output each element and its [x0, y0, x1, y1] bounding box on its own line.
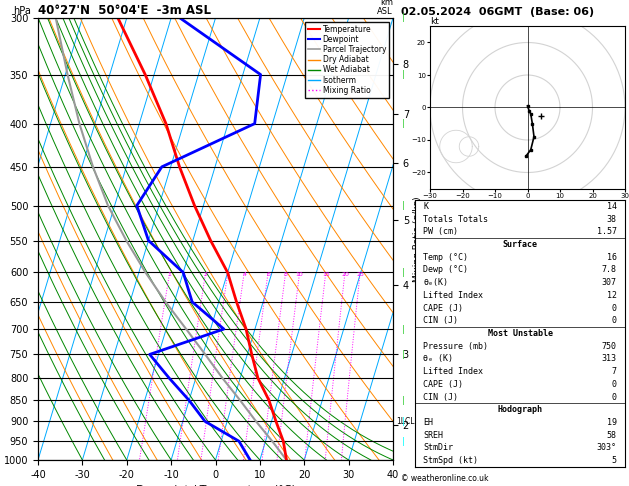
Legend: Temperature, Dewpoint, Parcel Trajectory, Dry Adiabat, Wet Adiabat, Isotherm, Mi: Temperature, Dewpoint, Parcel Trajectory…: [305, 22, 389, 98]
Text: K: K: [423, 202, 428, 211]
Text: 16: 16: [606, 253, 616, 262]
Text: 7: 7: [611, 367, 616, 376]
Text: PW (cm): PW (cm): [423, 227, 459, 236]
Text: |: |: [401, 396, 404, 405]
Text: 02.05.2024  06GMT  (Base: 06): 02.05.2024 06GMT (Base: 06): [401, 7, 594, 17]
Text: © weatheronline.co.uk: © weatheronline.co.uk: [401, 474, 489, 483]
Text: 7.8: 7.8: [601, 265, 616, 275]
Text: 0: 0: [611, 380, 616, 389]
Text: 19: 19: [606, 418, 616, 427]
Text: 0: 0: [611, 393, 616, 401]
Text: km
ASL: km ASL: [377, 0, 393, 16]
Text: 6: 6: [266, 273, 270, 278]
Text: Surface: Surface: [503, 240, 538, 249]
Text: |: |: [401, 14, 404, 22]
Text: 25: 25: [356, 273, 364, 278]
Text: Most Unstable: Most Unstable: [487, 329, 552, 338]
Text: 1.57: 1.57: [596, 227, 616, 236]
Text: kt: kt: [430, 17, 439, 26]
Text: Mixing Ratio (g/kg): Mixing Ratio (g/kg): [413, 196, 422, 282]
Text: θₑ(K): θₑ(K): [423, 278, 448, 287]
Text: Dewp (°C): Dewp (°C): [423, 265, 469, 275]
Text: |: |: [401, 350, 404, 359]
Text: 15: 15: [322, 273, 330, 278]
Text: 3: 3: [226, 273, 230, 278]
Text: Totals Totals: Totals Totals: [423, 215, 488, 224]
Text: 4: 4: [242, 273, 246, 278]
Text: 14: 14: [606, 202, 616, 211]
Text: 38: 38: [606, 215, 616, 224]
Text: 750: 750: [601, 342, 616, 351]
Text: |: |: [401, 417, 404, 426]
Text: |: |: [401, 268, 404, 277]
Text: 40°27'N  50°04'E  -3m ASL: 40°27'N 50°04'E -3m ASL: [38, 4, 211, 17]
Text: StmSpd (kt): StmSpd (kt): [423, 456, 479, 465]
Text: 58: 58: [606, 431, 616, 440]
Text: |: |: [401, 436, 404, 446]
Text: hPa: hPa: [13, 6, 31, 16]
Text: |: |: [401, 201, 404, 210]
Text: θₑ (K): θₑ (K): [423, 354, 454, 364]
Text: StmDir: StmDir: [423, 443, 454, 452]
Text: |: |: [401, 70, 404, 79]
Text: 0: 0: [611, 316, 616, 325]
Text: CIN (J): CIN (J): [423, 393, 459, 401]
Text: |: |: [401, 119, 404, 128]
Text: 8: 8: [284, 273, 287, 278]
Text: Lifted Index: Lifted Index: [423, 291, 484, 300]
Text: CAPE (J): CAPE (J): [423, 304, 464, 312]
Text: CAPE (J): CAPE (J): [423, 380, 464, 389]
Text: 1LCL: 1LCL: [396, 417, 415, 426]
Text: 10: 10: [296, 273, 303, 278]
Text: Temp (°C): Temp (°C): [423, 253, 469, 262]
Text: SREH: SREH: [423, 431, 443, 440]
Text: 1: 1: [168, 273, 172, 278]
Text: Hodograph: Hodograph: [498, 405, 542, 414]
Text: 2: 2: [204, 273, 208, 278]
Text: 12: 12: [606, 291, 616, 300]
Text: 20: 20: [341, 273, 349, 278]
Text: 303°: 303°: [596, 443, 616, 452]
Text: |: |: [401, 325, 404, 333]
Text: CIN (J): CIN (J): [423, 316, 459, 325]
Text: 5: 5: [611, 456, 616, 465]
Text: Pressure (mb): Pressure (mb): [423, 342, 488, 351]
Text: 313: 313: [601, 354, 616, 364]
Text: EH: EH: [423, 418, 433, 427]
Text: Lifted Index: Lifted Index: [423, 367, 484, 376]
Text: 307: 307: [601, 278, 616, 287]
Text: 0: 0: [611, 304, 616, 312]
